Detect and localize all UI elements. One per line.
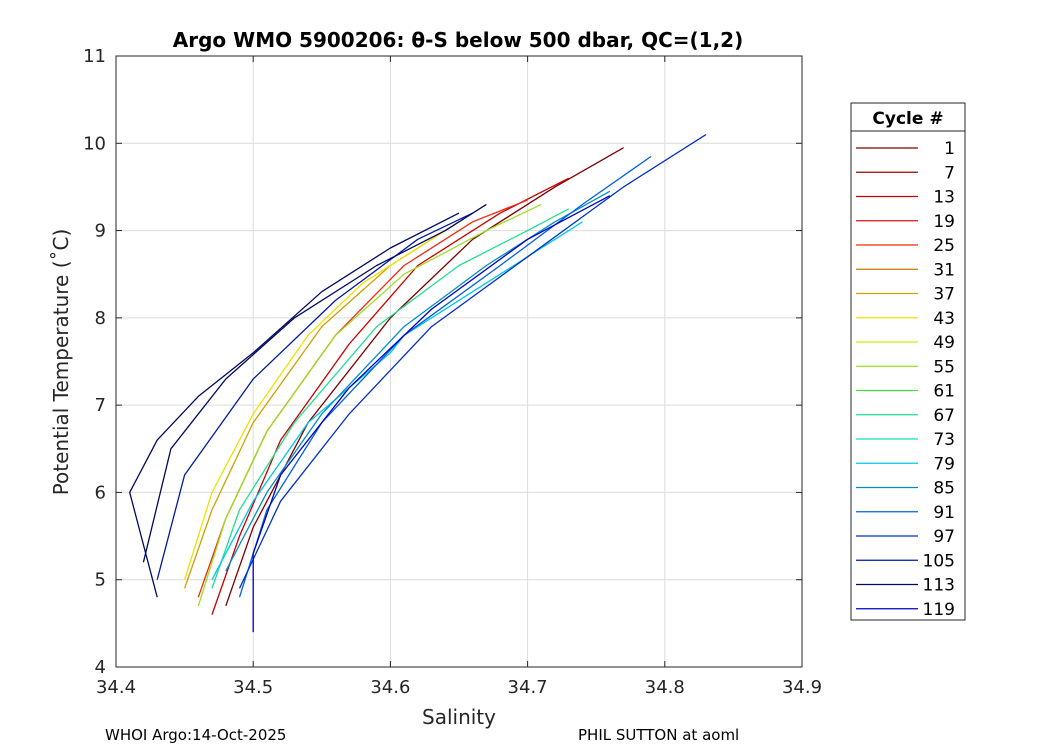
series-line <box>129 212 460 598</box>
series-line <box>225 147 624 607</box>
legend-label: 25 <box>933 236 955 256</box>
x-tick-label: 34.5 <box>233 677 273 698</box>
plot-frame <box>115 55 803 668</box>
series-line <box>211 221 583 581</box>
footer-source: WHOI Argo:14-Oct-2025 <box>105 726 287 744</box>
legend-label: 37 <box>933 285 955 305</box>
x-tick-label: 34.7 <box>508 677 548 698</box>
x-axis-label: Salinity <box>422 705 496 729</box>
legend-label: 1 <box>944 139 955 159</box>
legend-label: 97 <box>933 527 955 547</box>
legend-label: 113 <box>923 576 955 596</box>
x-tick-label: 34.9 <box>782 677 822 698</box>
legend-label: 105 <box>923 551 955 571</box>
series-line <box>156 212 473 580</box>
plot-background <box>116 56 802 667</box>
x-tick-label: 34.6 <box>370 677 410 698</box>
y-tick-label: 4 <box>95 657 106 678</box>
series-line <box>197 203 542 607</box>
x-tick-label: 34.4 <box>96 677 136 698</box>
legend-label: 43 <box>933 309 955 329</box>
plot-area: 34.4 34.5 34.6 34.7 34.8 34.9 4 5 6 7 8 9 10 11 <box>83 46 822 698</box>
y-tick-label: 9 <box>95 221 106 242</box>
series-lines <box>129 134 707 633</box>
y-tick-label: 7 <box>95 395 106 416</box>
legend-label: 67 <box>933 406 955 426</box>
y-tick-label: 10 <box>83 133 106 154</box>
legend: Cycle # 1 7 13 19 25 31 37 43 49 55 61 67 73 79 85 91 97… <box>850 102 966 621</box>
series-line <box>211 177 570 615</box>
legend-label: 61 <box>933 382 955 402</box>
series-line <box>142 203 487 563</box>
series-line <box>225 190 611 572</box>
series-line <box>238 134 707 589</box>
legend-label: 49 <box>933 333 955 353</box>
legend-box <box>850 102 966 621</box>
legend-label: 13 <box>933 188 955 208</box>
y-tick-label: 8 <box>95 308 106 329</box>
y-tick-label: 5 <box>95 570 106 591</box>
chart-title: Argo WMO 5900206: θ-S below 500 dbar, QC… <box>173 28 743 52</box>
legend-label: 31 <box>933 260 955 280</box>
y-axis-label: Potential Temperature (˚C) <box>49 229 73 496</box>
x-tick-label: 34.8 <box>645 677 685 698</box>
legend-entries: 1 7 13 19 25 31 37 43 49 55 61 67 73 79 85 91 97 105 113 11… <box>856 139 955 620</box>
y-tick-label: 11 <box>83 46 106 67</box>
legend-label: 91 <box>933 503 955 523</box>
legend-label: 73 <box>933 430 955 450</box>
series-line <box>183 221 460 580</box>
footer-credit: PHIL SUTTON at aoml <box>578 726 740 744</box>
axis-ticks: 34.4 34.5 34.6 34.7 34.8 34.9 4 5 6 7 8 9 10 11 <box>83 46 822 698</box>
y-tick-label: 6 <box>95 482 106 503</box>
legend-label: 85 <box>933 479 955 499</box>
legend-title: Cycle # <box>872 109 943 129</box>
legend-label: 119 <box>923 600 955 620</box>
series-line <box>252 195 611 633</box>
legend-label: 79 <box>933 454 955 474</box>
legend-label: 19 <box>933 212 955 232</box>
series-line <box>211 208 570 589</box>
legend-label: 7 <box>944 163 955 183</box>
legend-label: 55 <box>933 357 955 377</box>
